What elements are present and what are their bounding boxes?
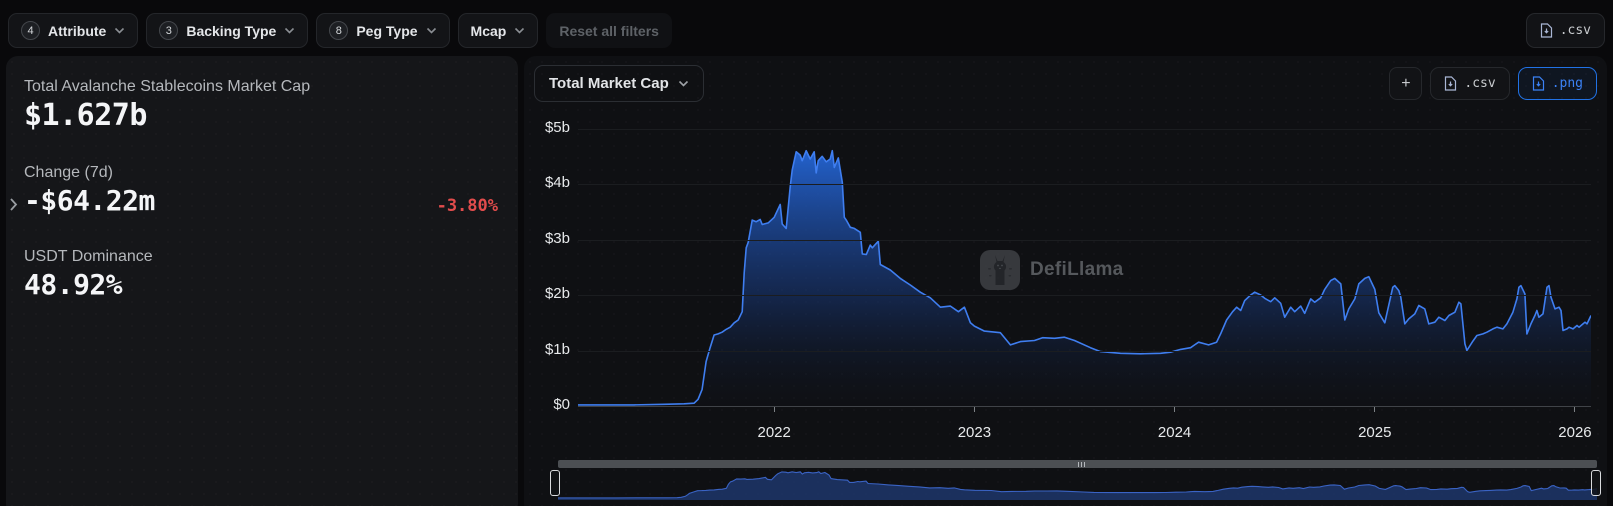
download-csv-button[interactable]: .csv xyxy=(1525,13,1605,48)
gridline xyxy=(578,128,1591,130)
filter-bar: 4 Attribute 3 Backing Type 8 Peg Type Mc… xyxy=(0,0,1613,56)
x-axis-tick xyxy=(1174,407,1176,412)
x-tick-label: 2022 xyxy=(757,424,791,441)
series-selector-dropdown[interactable]: Total Market Cap xyxy=(534,65,704,102)
file-download-icon xyxy=(1540,23,1552,38)
navigator-mini-chart[interactable] xyxy=(558,470,1597,500)
filter-label: Backing Type xyxy=(186,22,277,39)
gridline xyxy=(578,184,1591,185)
brush-scrollbar[interactable] xyxy=(558,460,1597,468)
x-axis-line xyxy=(578,406,1591,407)
filter-count-badge: 3 xyxy=(159,21,179,40)
y-tick-label: $3b xyxy=(544,229,570,247)
watermark-text: DefiLlama xyxy=(1030,259,1124,280)
filter-count-badge: 4 xyxy=(21,21,40,40)
chart-download-png-button[interactable]: .png xyxy=(1517,67,1597,100)
chart-canvas[interactable] xyxy=(578,66,1591,407)
chart-download-csv-button[interactable]: .csv xyxy=(1430,67,1510,100)
stats-panel: Total Avalanche Stablecoins Market Cap $… xyxy=(6,56,518,506)
filter-label: Attribute xyxy=(48,22,107,39)
total-mcap-label: Total Avalanche Stablecoins Market Cap xyxy=(24,78,311,95)
filter-attribute-button[interactable]: 4 Attribute xyxy=(8,13,139,48)
collapse-panel-icon[interactable] xyxy=(9,197,18,217)
file-download-icon xyxy=(1532,76,1544,91)
chart-panel: Total Market Cap + .csv .png $5b $4b $3b… xyxy=(524,56,1607,506)
change-7d-label: Change (7d) xyxy=(24,164,113,181)
add-chart-button[interactable]: + xyxy=(1389,67,1423,100)
gridline xyxy=(578,350,1591,352)
brush-left-handle[interactable] xyxy=(550,470,560,496)
chevron-down-icon xyxy=(515,27,525,34)
reset-filters-button[interactable]: Reset all filters xyxy=(546,13,672,48)
change-7d-percent: -3.80% xyxy=(436,196,498,216)
y-tick-label: $0 xyxy=(553,396,570,413)
y-tick-label: $2b xyxy=(544,285,570,302)
x-tick-label: 2026 xyxy=(1558,424,1592,441)
filter-label: Peg Type xyxy=(356,22,418,39)
defillama-logo-icon xyxy=(980,250,1020,290)
total-mcap-value: $1.627b xyxy=(24,98,147,133)
market-cap-area-chart[interactable] xyxy=(578,66,1591,412)
filter-peg-type-button[interactable]: 8 Peg Type xyxy=(316,13,450,48)
series-selector-label: Total Market Cap xyxy=(549,75,669,92)
x-axis-tick xyxy=(973,407,975,412)
chevron-down-icon xyxy=(115,27,125,34)
chart-download-csv-label: .csv xyxy=(1464,76,1496,91)
brush-right-handle[interactable] xyxy=(1591,470,1601,496)
y-tick-label: $1b xyxy=(544,340,570,358)
y-tick-label: $4b xyxy=(544,174,570,191)
chevron-down-icon xyxy=(285,27,295,34)
file-download-icon xyxy=(1445,76,1457,91)
gridline xyxy=(578,295,1591,296)
x-tick-label: 2024 xyxy=(1157,424,1192,441)
download-csv-label: .csv xyxy=(1559,23,1591,38)
filter-label: Mcap xyxy=(470,22,507,39)
change-7d-value: -$64.22m xyxy=(24,184,155,217)
chart-download-png-label: .png xyxy=(1551,76,1583,91)
brush-grip-icon[interactable] xyxy=(1077,461,1085,467)
filter-mcap-button[interactable]: Mcap xyxy=(457,13,539,48)
chevron-down-icon xyxy=(678,80,688,87)
usdt-dominance-value: 48.92% xyxy=(24,268,123,301)
defillama-watermark: DefiLlama xyxy=(980,250,1124,290)
x-axis-tick xyxy=(1574,407,1576,412)
x-tick-label: 2025 xyxy=(1358,424,1392,441)
filter-count-badge: 8 xyxy=(329,21,349,40)
y-tick-label: $5b xyxy=(544,118,570,136)
usdt-dominance-label: USDT Dominance xyxy=(24,248,153,265)
x-tick-label: 2023 xyxy=(957,424,992,441)
chevron-down-icon xyxy=(426,27,436,34)
x-axis-tick xyxy=(1374,407,1376,412)
filter-backing-type-button[interactable]: 3 Backing Type xyxy=(146,13,309,48)
x-axis-tick xyxy=(773,407,775,412)
gridline xyxy=(578,239,1591,241)
